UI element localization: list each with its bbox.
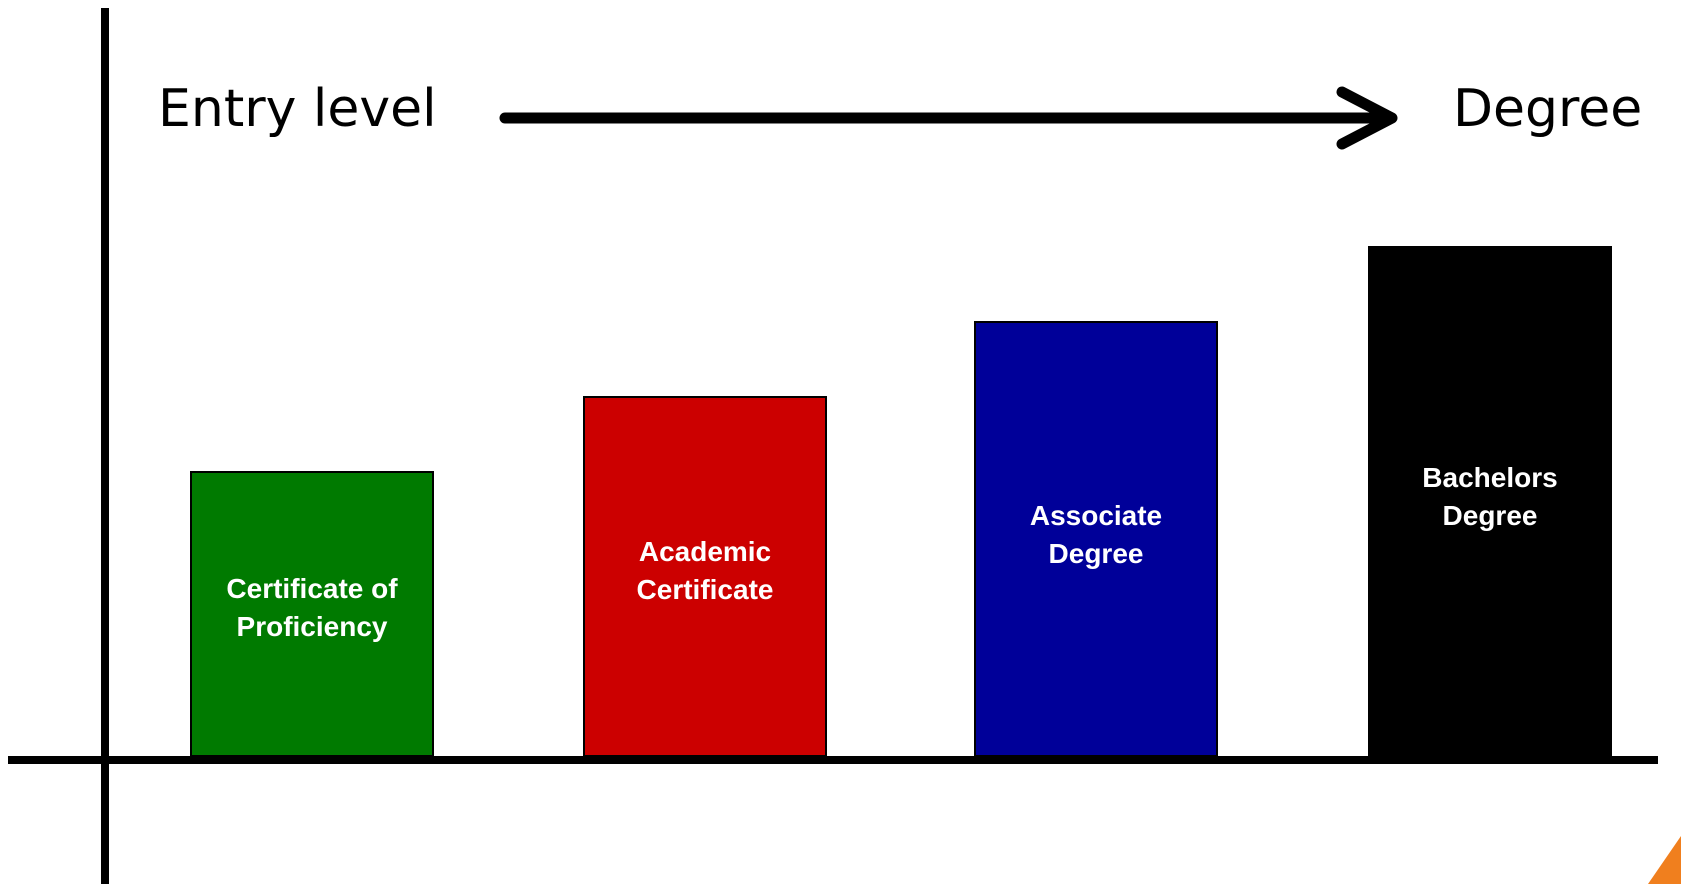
level-bar-label-line: Certificate [637,574,774,605]
level-bar-label-line: Academic [639,536,771,567]
level-bar-label-line: Degree [1443,500,1538,531]
level-bar-3 [974,321,1218,757]
level-bar-label-line: Proficiency [237,611,388,642]
level-bar-label-line: Associate [1030,500,1162,531]
level-bar-label-1: Certificate of Proficiency [226,573,398,642]
level-bar-4 [1368,246,1612,757]
level-bar-label-line: Bachelors [1422,462,1557,493]
level-bar-label-3: Associate Degree [1030,500,1162,569]
level-bar-label-line: Certificate of [226,573,398,604]
level-bar-label-2: Academic Certificate [637,536,774,605]
arrow-head-icon [1336,86,1398,150]
level-bar-1 [190,471,434,757]
level-bar-label-4: Bachelors Degree [1422,462,1557,531]
degree-label: Degree [1453,79,1642,139]
level-bar-label-line: Degree [1049,538,1144,569]
progression-arrow [499,86,1398,150]
corner-accent-shape [1648,836,1681,884]
level-bars: Certificate of Proficiency Academic Certifi… [190,246,1612,757]
level-bar-2 [583,396,827,757]
entry-level-label: Entry level [158,79,437,139]
